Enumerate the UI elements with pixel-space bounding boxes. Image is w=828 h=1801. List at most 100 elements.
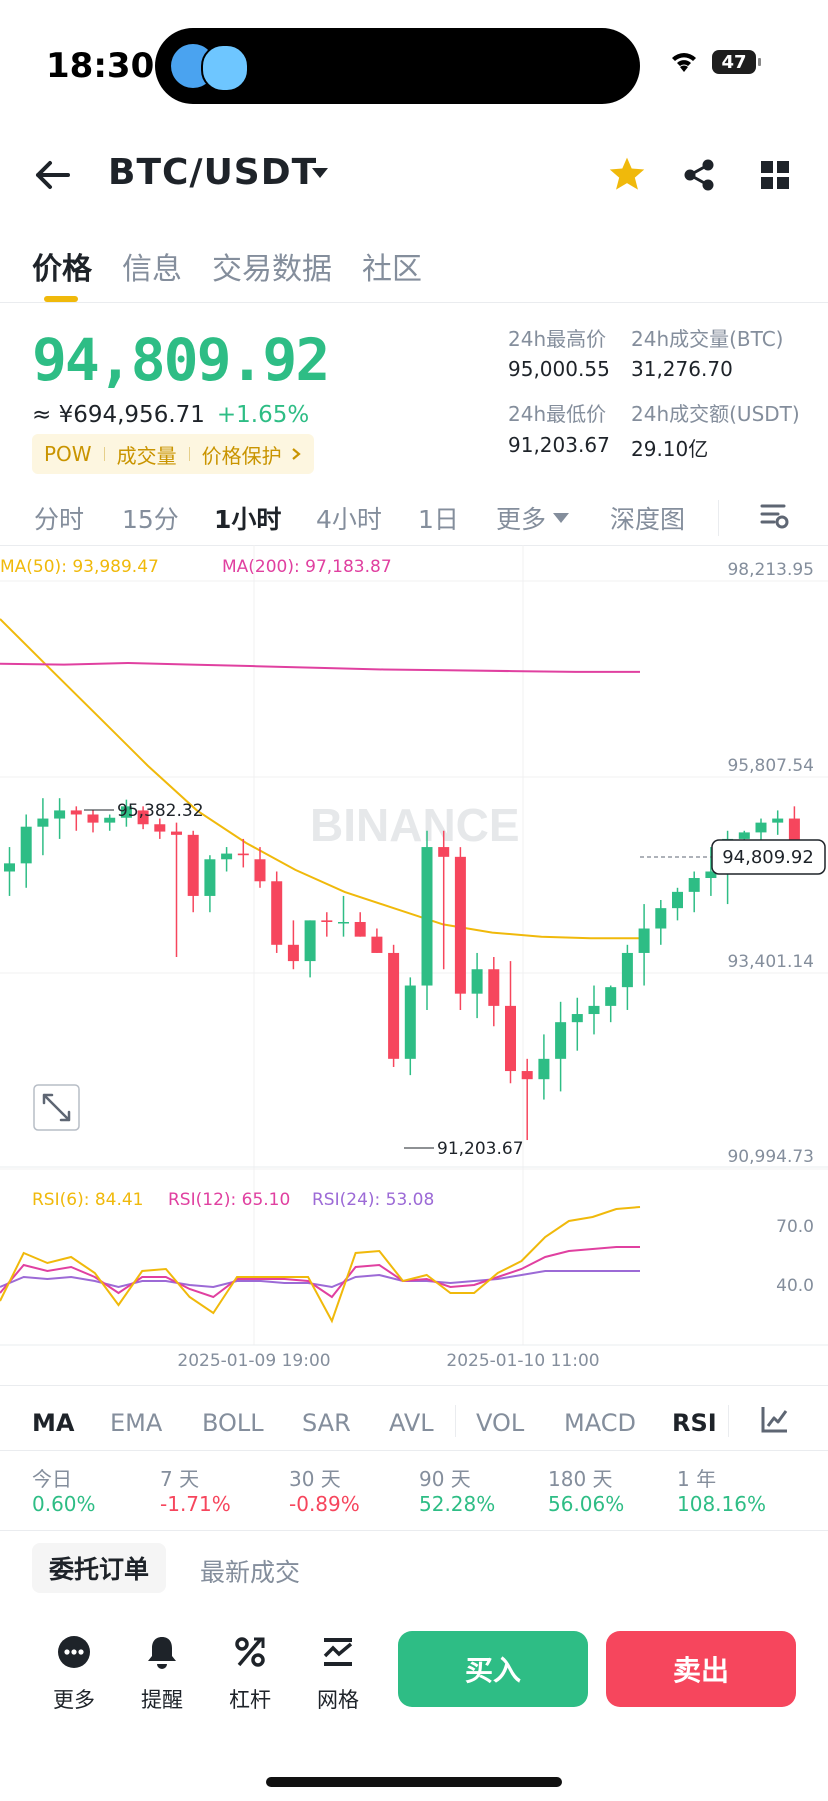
more-button[interactable]: 更多 [34,1632,114,1714]
candle-body [87,814,99,823]
indicator-ema[interactable]: EMA [110,1409,163,1437]
candle-body [187,834,199,896]
candle-body [705,871,717,879]
tab-underline [44,296,78,302]
y-tick: 90,994.73 [727,1147,814,1167]
indicator-vol[interactable]: VOL [476,1409,525,1437]
interval-15m[interactable]: 15分 [122,505,179,534]
candle-body [287,944,299,962]
pair-title[interactable]: BTC/USDT [108,152,318,193]
candle-body [70,810,82,815]
candle-body [388,952,400,1059]
tab-open-orders[interactable]: 委托订单 [32,1543,166,1593]
share-icon[interactable] [682,158,716,192]
favorite-star-icon[interactable] [608,156,646,192]
high-value: 95,000.55 [508,357,610,381]
cny-price: ≈ ¥694,956.71 [32,402,205,428]
interval-more[interactable]: 更多 [496,500,570,536]
perf-value: 108.16% [677,1492,766,1516]
ma200-line [0,661,640,673]
bell-icon [148,1637,176,1669]
interval-1h[interactable]: 1小时 [214,505,282,534]
indicator-macd[interactable]: MACD [564,1409,636,1437]
rsi-tick: 70.0 [776,1217,814,1237]
ma50-legend: MA(50): 93,989.47 [0,557,159,577]
watermark: BINANCE [310,799,520,851]
margin-button[interactable]: 杠杆 [210,1632,290,1714]
status-time: 18:30 [46,46,155,86]
alert-label: 提醒 [141,1688,183,1712]
back-arrow-icon[interactable] [34,160,70,190]
price-chart[interactable]: BINANCE MA(50): 93,989.47 MA(200): 97,18… [0,545,828,1390]
avatar-icon [201,44,249,92]
indicator-rsi[interactable]: RSI [672,1409,717,1437]
interval-1d[interactable]: 1日 [418,505,459,534]
candle-body [20,826,32,864]
candle-body [621,952,633,988]
sell-button[interactable]: 卖出 [606,1631,796,1707]
low-value: 91,203.67 [508,433,610,457]
tab-info[interactable]: 信息 [122,252,182,287]
margin-label: 杠杆 [229,1688,271,1712]
min-price-label: 91,203.67 [437,1139,524,1159]
indicator-settings-icon[interactable] [760,1404,790,1434]
grid-button[interactable]: 网格 [298,1632,378,1714]
tag-bar[interactable]: POW 成交量 价格保护 [32,434,314,474]
tab-price[interactable]: 价格 [32,252,92,287]
perf-value: 0.60% [32,1492,96,1516]
candle-body [204,859,216,896]
volume-usdt-value: 29.10亿 [631,437,709,461]
depth-chart-tab[interactable]: 深度图 [610,505,686,534]
expand-chart-icon[interactable] [33,1084,80,1131]
y-tick: 93,401.14 [727,952,814,972]
more-dots-icon [58,1636,90,1668]
indicator-avl[interactable]: AVL [389,1409,434,1437]
tag-separator [103,447,105,461]
candle-body [421,847,433,986]
tab-community[interactable]: 社区 [362,252,422,287]
tag-price-protection[interactable]: 价格保护 [201,443,282,468]
pair-dropdown-icon[interactable] [310,166,330,180]
interval-tick[interactable]: 分时 [34,505,85,534]
grid-menu-icon[interactable] [760,160,790,190]
low-label: 24h最低价 [508,402,607,426]
candle-body [371,936,383,953]
percent-icon [235,1637,265,1667]
candle-body [120,806,132,818]
divider [0,302,828,303]
candle-body [788,818,800,847]
tag-volume[interactable]: 成交量 [116,443,177,468]
price-change: +1.65% [216,402,310,428]
indicator-boll[interactable]: BOLL [202,1409,264,1437]
perf-value: -1.71% [160,1492,231,1516]
divider [455,1405,456,1437]
alert-button[interactable]: 提醒 [122,1632,202,1714]
divider [0,1385,828,1386]
tab-latest-trades[interactable]: 最新成交 [200,1558,301,1587]
min-price-marker: 91,203.67 [404,1139,524,1159]
perf-label: 1 年 [677,1467,717,1491]
buy-button[interactable]: 买入 [398,1631,588,1707]
tag-pow[interactable]: POW [44,442,92,466]
indicator-sar[interactable]: SAR [302,1409,351,1437]
candle-body [605,987,617,1006]
x-tick: 2025-01-10 11:00 [446,1351,599,1371]
y-tick: 98,213.95 [727,560,814,580]
interval-more-label: 更多 [496,505,547,534]
interval-4h[interactable]: 4小时 [316,505,382,534]
rsi6-legend: RSI(6): 84.41 [32,1190,144,1210]
candle-body [104,817,116,823]
candle-body [521,1071,533,1080]
candle-body [672,891,683,909]
x-tick: 2025-01-09 19:00 [177,1351,330,1371]
candle-body [454,856,466,994]
indicator-ma[interactable]: MA [32,1409,75,1437]
grid-label: 网格 [317,1688,359,1712]
candle-body [688,878,700,892]
candle-body [655,908,667,929]
rsi24-legend: RSI(24): 53.08 [312,1190,434,1210]
tab-trading-data[interactable]: 交易数据 [212,252,332,287]
perf-label: 今日 [32,1467,72,1491]
dynamic-island [155,28,640,104]
chart-settings-icon[interactable] [760,502,790,530]
